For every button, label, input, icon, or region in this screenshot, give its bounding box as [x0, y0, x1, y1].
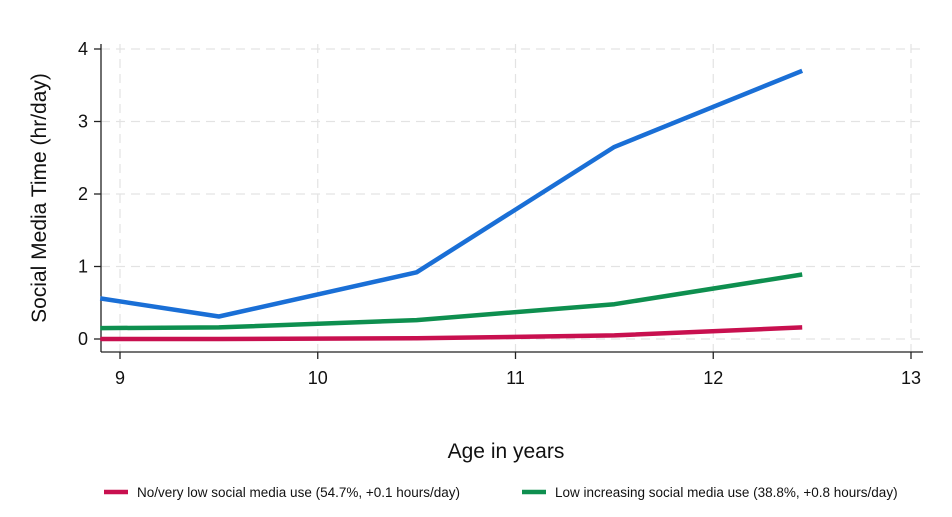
grid	[101, 44, 923, 352]
y-tick-label: 3	[78, 112, 88, 132]
y-tick-label: 4	[78, 39, 88, 59]
x-tick-label: 10	[308, 368, 328, 388]
legend-label-2: Low increasing social media use (38.8%, …	[555, 485, 898, 500]
legend-label-1: No/very low social media use (54.7%, +0.…	[137, 485, 460, 500]
x-tick-label: 13	[901, 368, 921, 388]
series-line-1	[100, 325, 803, 342]
y-tick-label: 0	[78, 329, 88, 349]
x-tick-label: 9	[115, 368, 125, 388]
series-line-2	[100, 272, 803, 331]
x-tick-label: 12	[703, 368, 723, 388]
x-axis-title: Age in years	[448, 440, 565, 463]
x-tick-label: 11	[506, 368, 525, 388]
y-tick-label: 2	[78, 184, 88, 204]
axes	[100, 44, 923, 353]
y-axis-title: Social Media Time (hr/day)	[28, 73, 51, 323]
series-line-3	[99, 68, 804, 319]
series	[99, 68, 804, 342]
y-tick-label: 1	[78, 257, 88, 277]
legend: No/very low social media use (54.7%, +0.…	[104, 485, 898, 500]
